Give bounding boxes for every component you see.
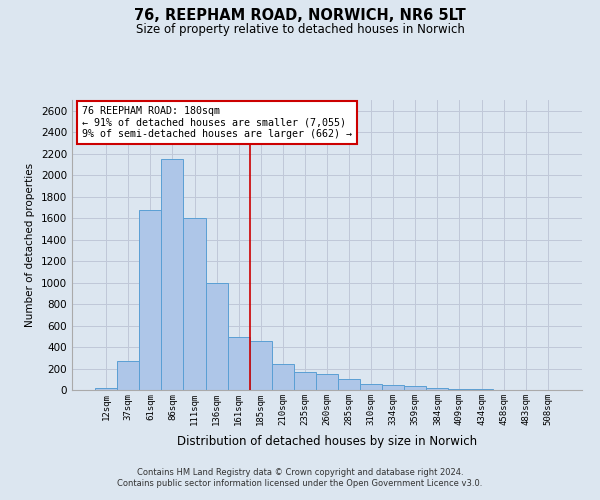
Y-axis label: Number of detached properties: Number of detached properties <box>25 163 35 327</box>
Bar <box>161 159 184 390</box>
Bar <box>294 372 316 390</box>
Text: Distribution of detached houses by size in Norwich: Distribution of detached houses by size … <box>177 435 477 448</box>
Bar <box>184 218 206 390</box>
Bar <box>95 388 117 390</box>
Text: 76, REEPHAM ROAD, NORWICH, NR6 5LT: 76, REEPHAM ROAD, NORWICH, NR6 5LT <box>134 8 466 22</box>
Text: 76 REEPHAM ROAD: 180sqm
← 91% of detached houses are smaller (7,055)
9% of semi-: 76 REEPHAM ROAD: 180sqm ← 91% of detache… <box>82 106 352 139</box>
Text: Contains HM Land Registry data © Crown copyright and database right 2024.
Contai: Contains HM Land Registry data © Crown c… <box>118 468 482 487</box>
Bar <box>360 384 382 390</box>
Text: Size of property relative to detached houses in Norwich: Size of property relative to detached ho… <box>136 22 464 36</box>
Bar <box>382 384 404 390</box>
Bar <box>250 340 272 390</box>
Bar <box>338 380 360 390</box>
Bar <box>206 282 227 390</box>
Bar <box>427 388 448 390</box>
Bar <box>448 389 470 390</box>
Bar <box>316 374 338 390</box>
Bar <box>227 338 250 390</box>
Bar <box>117 361 139 390</box>
Bar <box>139 210 161 390</box>
Bar <box>404 386 427 390</box>
Bar <box>272 364 294 390</box>
